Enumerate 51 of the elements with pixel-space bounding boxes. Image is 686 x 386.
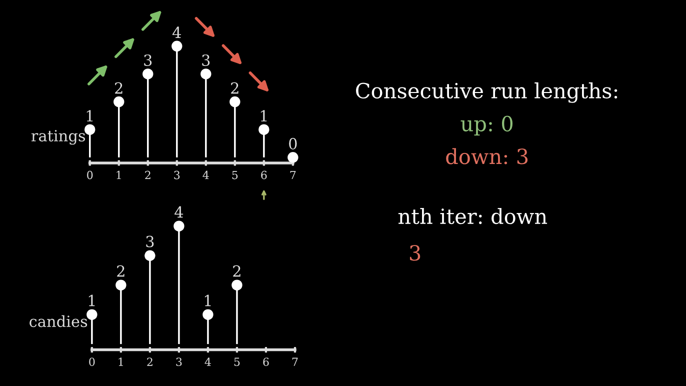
data-label: 2 bbox=[117, 265, 124, 277]
x-tick-label: 6 bbox=[263, 358, 269, 366]
data-label: 2 bbox=[231, 82, 238, 94]
x-tick-label: 6 bbox=[261, 170, 267, 180]
x-tick-label: 3 bbox=[176, 358, 182, 366]
x-tick-label: 5 bbox=[234, 358, 240, 366]
text: down: 3 bbox=[446, 148, 528, 164]
data-label: 3 bbox=[146, 236, 154, 248]
point bbox=[232, 280, 242, 290]
data-label: 4 bbox=[174, 206, 184, 218]
data-label: 2 bbox=[233, 265, 240, 277]
text: up: 0 bbox=[460, 116, 512, 136]
data-label: 2 bbox=[115, 82, 122, 94]
point bbox=[114, 96, 124, 108]
x-tick-label: 0 bbox=[89, 358, 95, 366]
x-tick-label: 2 bbox=[145, 170, 150, 180]
point bbox=[230, 96, 240, 108]
y-axis-title: candies bbox=[30, 315, 88, 328]
point bbox=[200, 68, 212, 80]
x-tick-label: 7 bbox=[292, 358, 298, 366]
x-tick-label: 2 bbox=[147, 358, 152, 366]
data-label: 1 bbox=[260, 110, 267, 122]
point bbox=[116, 280, 126, 290]
text: 3 bbox=[410, 245, 420, 261]
point bbox=[172, 40, 182, 52]
text: Consecutive run lengths: bbox=[356, 82, 618, 103]
point bbox=[142, 68, 154, 80]
point bbox=[84, 124, 96, 135]
point bbox=[144, 250, 156, 261]
x-tick-label: 3 bbox=[174, 170, 180, 180]
x-tick-label: 4 bbox=[204, 358, 211, 366]
x-tick-label: 5 bbox=[232, 170, 238, 180]
x-tick-label: 1 bbox=[118, 358, 123, 366]
y-axis-title: ratings bbox=[31, 130, 86, 145]
data-label: 0 bbox=[289, 138, 297, 150]
point bbox=[202, 309, 214, 320]
data-label: 1 bbox=[86, 110, 93, 122]
x-tick-label: 7 bbox=[290, 170, 296, 180]
data-label: 4 bbox=[172, 26, 181, 38]
point bbox=[288, 152, 298, 163]
point bbox=[86, 309, 98, 320]
text: nth iter: down bbox=[398, 208, 548, 224]
x-tick-label: 1 bbox=[116, 170, 121, 180]
data-label: 1 bbox=[204, 294, 211, 306]
x-tick-label: 0 bbox=[87, 170, 93, 180]
data-label: 1 bbox=[88, 294, 95, 306]
x-tick-label: 4 bbox=[202, 170, 209, 180]
data-label: 3 bbox=[144, 54, 152, 66]
point bbox=[258, 124, 270, 135]
point bbox=[174, 220, 184, 232]
data-label: 3 bbox=[202, 54, 210, 66]
